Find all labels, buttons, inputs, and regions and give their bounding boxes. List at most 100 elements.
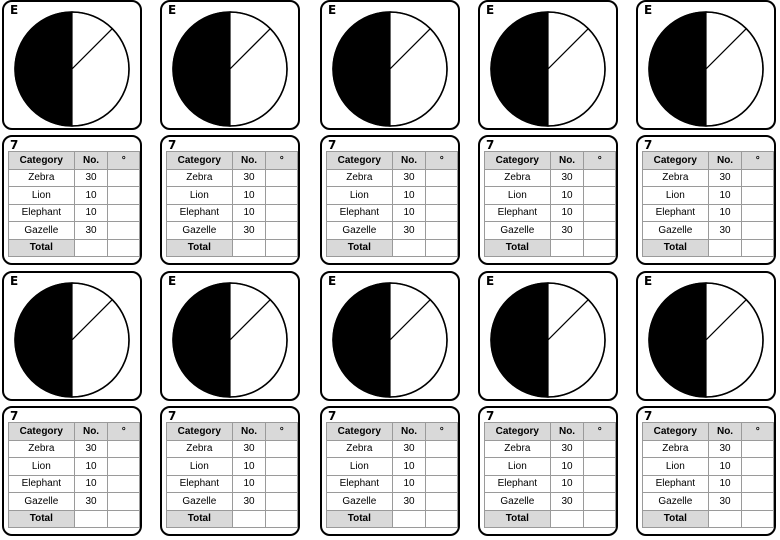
total-label: Total xyxy=(166,509,233,528)
degrees-cell[interactable] xyxy=(265,168,298,187)
table-row: Gazelle 30 xyxy=(642,492,774,511)
total-degrees-cell[interactable] xyxy=(583,509,616,528)
degrees-cell[interactable] xyxy=(583,457,616,476)
table-card-label: 7 xyxy=(328,409,337,423)
table-header-row: Category No. ° xyxy=(326,151,458,170)
degrees-cell[interactable] xyxy=(265,221,298,240)
degrees-cell[interactable] xyxy=(265,439,298,458)
number-cell: 10 xyxy=(391,474,427,493)
total-degrees-cell[interactable] xyxy=(583,238,616,257)
table-row: Zebra 30 xyxy=(642,168,774,187)
degrees-cell[interactable] xyxy=(425,221,458,240)
degrees-cell[interactable] xyxy=(265,186,298,205)
table-total-row: Total xyxy=(8,238,140,257)
degrees-cell[interactable] xyxy=(107,492,140,511)
degrees-cell[interactable] xyxy=(583,168,616,187)
header-degrees: ° xyxy=(265,151,298,170)
degrees-cell[interactable] xyxy=(107,457,140,476)
pie-chart xyxy=(332,282,448,398)
total-number-cell[interactable] xyxy=(231,238,267,257)
total-degrees-cell[interactable] xyxy=(741,509,774,528)
degrees-cell[interactable] xyxy=(741,168,774,187)
total-number-cell[interactable] xyxy=(73,238,109,257)
number-cell: 10 xyxy=(391,186,427,205)
total-degrees-cell[interactable] xyxy=(107,509,140,528)
degrees-cell[interactable] xyxy=(265,203,298,222)
number-cell: 10 xyxy=(707,457,743,476)
degrees-cell[interactable] xyxy=(583,221,616,240)
category-cell: Zebra xyxy=(484,439,551,458)
degrees-cell[interactable] xyxy=(741,474,774,493)
number-cell: 10 xyxy=(73,203,109,222)
total-degrees-cell[interactable] xyxy=(741,238,774,257)
degrees-cell[interactable] xyxy=(425,439,458,458)
degrees-cell[interactable] xyxy=(107,221,140,240)
degrees-cell[interactable] xyxy=(741,457,774,476)
degrees-cell[interactable] xyxy=(425,474,458,493)
table-row: Gazelle 30 xyxy=(484,221,616,240)
degrees-cell[interactable] xyxy=(741,203,774,222)
pie-card-label: E xyxy=(328,3,337,17)
frequency-table: Category No. ° Zebra 30 Lion 10 Elephant 10 Gazel… xyxy=(642,151,774,257)
total-number-cell[interactable] xyxy=(549,238,585,257)
table-row: Zebra 30 xyxy=(326,168,458,187)
degrees-cell[interactable] xyxy=(265,457,298,476)
table-total-row: Total xyxy=(326,238,458,257)
degrees-cell[interactable] xyxy=(107,186,140,205)
total-number-cell[interactable] xyxy=(707,238,743,257)
degrees-cell[interactable] xyxy=(741,186,774,205)
table-header-row: Category No. ° xyxy=(166,151,298,170)
table-row: Lion 10 xyxy=(484,186,616,205)
frequency-table: Category No. ° Zebra 30 Lion 10 Elephant 10 Gazel… xyxy=(326,151,458,257)
total-number-cell[interactable] xyxy=(707,509,743,528)
category-cell: Gazelle xyxy=(8,492,75,511)
degrees-cell[interactable] xyxy=(583,203,616,222)
degrees-cell[interactable] xyxy=(425,492,458,511)
frequency-table-card: 7 Category No. ° Zebra 30 Lion 10 Elephant 10 Gaze… xyxy=(160,406,300,536)
degrees-cell[interactable] xyxy=(425,203,458,222)
total-number-cell[interactable] xyxy=(549,509,585,528)
number-cell: 30 xyxy=(707,221,743,240)
total-degrees-cell[interactable] xyxy=(107,238,140,257)
degrees-cell[interactable] xyxy=(425,457,458,476)
pie-chart xyxy=(648,282,764,398)
header-number: No. xyxy=(549,151,585,170)
total-number-cell[interactable] xyxy=(73,509,109,528)
header-degrees: ° xyxy=(583,422,616,441)
degrees-cell[interactable] xyxy=(583,439,616,458)
total-degrees-cell[interactable] xyxy=(265,509,298,528)
number-cell: 30 xyxy=(73,492,109,511)
degrees-cell[interactable] xyxy=(741,439,774,458)
table-row: Lion 10 xyxy=(166,186,298,205)
degrees-cell[interactable] xyxy=(265,492,298,511)
pie-chart xyxy=(332,11,448,127)
total-number-cell[interactable] xyxy=(391,509,427,528)
degrees-cell[interactable] xyxy=(107,439,140,458)
degrees-cell[interactable] xyxy=(107,168,140,187)
total-number-cell[interactable] xyxy=(391,238,427,257)
degrees-cell[interactable] xyxy=(425,168,458,187)
degrees-cell[interactable] xyxy=(107,474,140,493)
degrees-cell[interactable] xyxy=(425,186,458,205)
category-cell: Zebra xyxy=(326,439,393,458)
degrees-cell[interactable] xyxy=(107,203,140,222)
number-cell: 10 xyxy=(549,457,585,476)
degrees-cell[interactable] xyxy=(583,186,616,205)
table-row: Gazelle 30 xyxy=(326,221,458,240)
header-category: Category xyxy=(642,151,709,170)
category-cell: Zebra xyxy=(166,168,233,187)
total-degrees-cell[interactable] xyxy=(265,238,298,257)
total-degrees-cell[interactable] xyxy=(425,509,458,528)
degrees-cell[interactable] xyxy=(741,221,774,240)
category-cell: Lion xyxy=(8,186,75,205)
table-card-label: 7 xyxy=(10,138,19,152)
total-number-cell[interactable] xyxy=(231,509,267,528)
degrees-cell[interactable] xyxy=(583,474,616,493)
frequency-table: Category No. ° Zebra 30 Lion 10 Elephant 10 Gazel… xyxy=(484,422,616,528)
total-degrees-cell[interactable] xyxy=(425,238,458,257)
degrees-cell[interactable] xyxy=(265,474,298,493)
degrees-cell[interactable] xyxy=(741,492,774,511)
pie-outline xyxy=(14,282,130,398)
table-row: Elephant 10 xyxy=(166,203,298,222)
degrees-cell[interactable] xyxy=(583,492,616,511)
